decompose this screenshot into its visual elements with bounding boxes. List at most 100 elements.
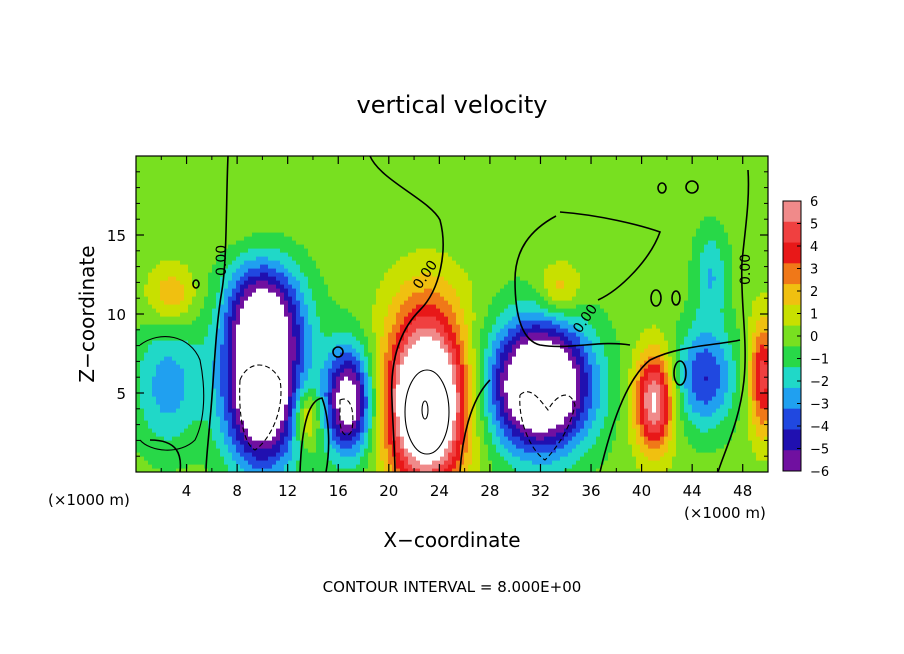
field-cell [208, 276, 213, 281]
field-cell [216, 216, 221, 221]
field-cell [240, 432, 245, 437]
field-cell [364, 392, 369, 397]
field-cell [272, 372, 277, 377]
field-cell [340, 448, 345, 453]
field-cell [268, 276, 273, 281]
field-cell [248, 244, 253, 249]
field-cell [308, 232, 313, 237]
field-cell [260, 436, 265, 441]
field-cell [352, 208, 357, 213]
field-cell [212, 280, 217, 285]
field-cell [332, 360, 337, 365]
field-cell [152, 464, 157, 469]
field-cell [228, 360, 233, 365]
field-cell [168, 360, 173, 365]
field-cell [224, 384, 229, 389]
field-cell [164, 168, 169, 173]
field-cell [196, 248, 201, 253]
field-cell [208, 156, 213, 161]
field-cell [380, 180, 385, 185]
field-cell [344, 280, 349, 285]
field-cell [172, 164, 177, 169]
field-cell [356, 428, 361, 433]
field-cell [136, 440, 141, 445]
field-cell [272, 204, 277, 209]
field-cell [256, 196, 261, 201]
field-cell [312, 460, 317, 465]
field-cell [376, 388, 381, 393]
field-cell [380, 400, 385, 405]
field-cell [384, 348, 389, 353]
field-cell [164, 344, 169, 349]
field-cell [148, 184, 153, 189]
field-cell [220, 304, 225, 309]
field-cell [348, 208, 353, 213]
field-cell [256, 396, 261, 401]
field-cell [216, 460, 221, 465]
field-cell [388, 464, 393, 469]
field-cell [336, 224, 341, 229]
field-cell [288, 160, 293, 165]
field-cell [140, 460, 145, 465]
field-cell [284, 420, 289, 425]
field-cell [224, 156, 229, 161]
field-cell [140, 376, 145, 381]
field-cell [180, 376, 185, 381]
field-cell [360, 436, 365, 441]
field-cell [328, 276, 333, 281]
field-cell [324, 460, 329, 465]
field-cell [172, 252, 177, 257]
field-cell [224, 312, 229, 317]
field-cell [352, 224, 357, 229]
field-cell [352, 160, 357, 165]
field-cell [352, 332, 357, 337]
field-cell [180, 412, 185, 417]
field-cell [348, 296, 353, 301]
field-cell [352, 240, 357, 245]
field-cell [248, 428, 253, 433]
field-cell [180, 168, 185, 173]
field-cell [236, 164, 241, 169]
field-cell [288, 236, 293, 241]
field-cell [240, 276, 245, 281]
field-cell [204, 220, 209, 225]
field-cell [156, 420, 161, 425]
field-cell [196, 300, 201, 305]
field-cell [324, 388, 329, 393]
field-cell [188, 292, 193, 297]
field-cell [168, 316, 173, 321]
field-cell [264, 216, 269, 221]
field-cell [176, 176, 181, 181]
field-cell [168, 308, 173, 313]
field-cell [360, 400, 365, 405]
field-cell [156, 332, 161, 337]
field-cell [308, 216, 313, 221]
field-cell [168, 440, 173, 445]
field-cell [272, 380, 277, 385]
field-cell [344, 312, 349, 317]
field-cell [144, 264, 149, 269]
field-cell [252, 400, 257, 405]
field-cell [200, 408, 205, 413]
field-cell [228, 368, 233, 373]
field-cell [320, 196, 325, 201]
field-cell [204, 184, 209, 189]
field-cell [340, 432, 345, 437]
field-cell [152, 188, 157, 193]
field-cell [184, 408, 189, 413]
field-cell [280, 260, 285, 265]
field-cell [264, 380, 269, 385]
field-cell [172, 168, 177, 173]
field-cell [292, 228, 297, 233]
field-cell [308, 248, 313, 253]
field-cell [136, 304, 141, 309]
field-cell [372, 464, 377, 469]
field-cell [284, 324, 289, 329]
field-cell [280, 424, 285, 429]
field-cell [352, 328, 357, 333]
field-cell [220, 428, 225, 433]
field-cell [308, 364, 313, 369]
field-cell [340, 168, 345, 173]
field-cell [228, 324, 233, 329]
field-cell [284, 360, 289, 365]
